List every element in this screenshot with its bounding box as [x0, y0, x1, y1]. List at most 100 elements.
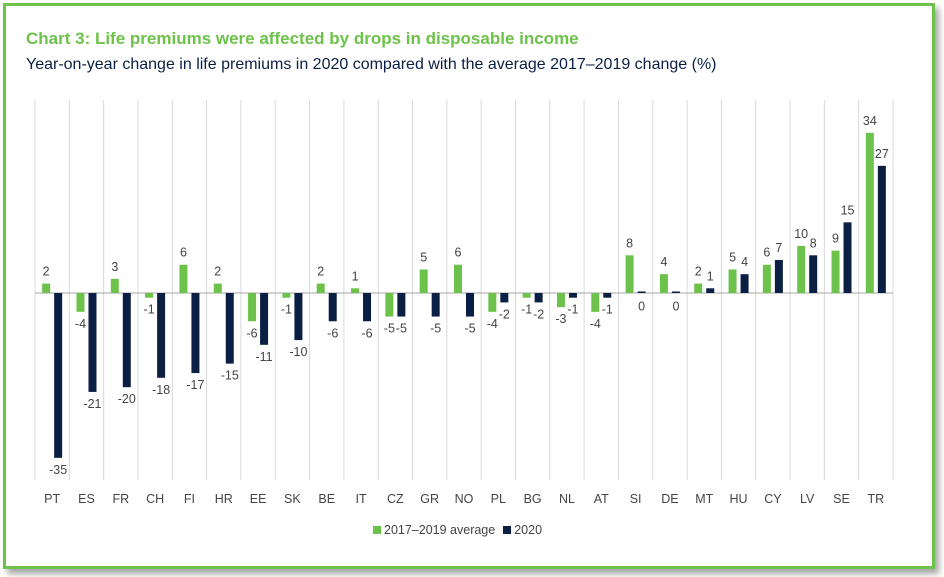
- data-label-avg: -1: [144, 303, 155, 317]
- bar-avg-se: [831, 250, 840, 293]
- legend-swatch-2020: [503, 526, 512, 534]
- data-label-avg: 3: [111, 260, 118, 274]
- bar-2020-ch: [157, 293, 166, 378]
- data-label-avg: 2: [43, 265, 50, 279]
- bar-2020-gr: [431, 293, 440, 317]
- bar-2020-at: [603, 293, 612, 298]
- data-label-avg: 10: [794, 227, 808, 241]
- bar-2020-tr: [877, 165, 886, 293]
- data-label-avg: -1: [281, 303, 292, 317]
- category-label: FR: [112, 492, 129, 506]
- bar-2020-hu: [740, 274, 749, 293]
- category-label: CY: [764, 492, 782, 506]
- bar-2020-pl: [500, 293, 509, 303]
- bar-2020-cz: [397, 293, 406, 317]
- data-label-avg: 2: [317, 265, 324, 279]
- data-label-avg: 6: [455, 246, 462, 260]
- bar-avg-ee: [248, 293, 257, 322]
- bar-avg-hr: [213, 283, 222, 293]
- data-label-avg: 1: [352, 269, 359, 283]
- category-label: PT: [44, 492, 60, 506]
- bar-2020-si: [637, 291, 646, 293]
- bar-avg-mt: [694, 283, 703, 293]
- chart-title: Chart 3: Life premiums were affected by …: [26, 29, 579, 48]
- bar-avg-sk: [282, 293, 291, 298]
- category-label: SE: [833, 492, 850, 506]
- data-label-avg: 2: [695, 265, 702, 279]
- bar-2020-pt: [54, 293, 63, 458]
- category-label: BG: [524, 492, 542, 506]
- data-label-avg: 2: [214, 265, 221, 279]
- category-label: SI: [630, 492, 642, 506]
- category-label: LV: [800, 492, 815, 506]
- data-label-avg: -3: [555, 312, 566, 326]
- legend: 2017–2019 average 2020: [373, 523, 550, 537]
- bar-2020-cy: [774, 260, 783, 293]
- data-label-2020: 0: [638, 300, 645, 314]
- bar-avg-cz: [385, 293, 394, 317]
- data-label-2020: -6: [361, 326, 372, 340]
- category-label: BE: [318, 492, 335, 506]
- data-label-avg: -6: [247, 326, 258, 340]
- legend-item-2020: 2020: [503, 523, 542, 537]
- bar-avg-lv: [797, 245, 806, 293]
- data-label-2020: -1: [567, 303, 578, 317]
- bar-avg-hu: [728, 269, 737, 293]
- bar-avg-nl: [556, 293, 565, 308]
- category-label: EE: [250, 492, 267, 506]
- bar-2020-bg: [534, 293, 543, 303]
- data-label-2020: -5: [430, 322, 441, 336]
- data-label-avg: 9: [832, 232, 839, 246]
- bar-avg-be: [316, 283, 325, 293]
- category-label: SK: [284, 492, 301, 506]
- bar-2020-se: [843, 222, 852, 293]
- data-label-2020: 7: [775, 241, 782, 255]
- bar-avg-at: [591, 293, 600, 312]
- data-label-avg: -4: [75, 317, 86, 331]
- data-label-2020: 27: [875, 147, 889, 161]
- category-label: NO: [455, 492, 474, 506]
- bar-avg-it: [351, 288, 360, 293]
- data-label-2020: -2: [533, 307, 544, 321]
- bar-2020-mt: [706, 288, 715, 293]
- data-label-avg: 4: [660, 255, 667, 269]
- bar-2020-es: [88, 293, 97, 392]
- data-label-2020: -20: [118, 392, 136, 406]
- bar-2020-no: [466, 293, 474, 317]
- bar-avg-fi: [179, 264, 188, 293]
- data-label-2020: 1: [707, 269, 714, 283]
- data-label-2020: -17: [186, 378, 204, 392]
- data-label-2020: -6: [327, 326, 338, 340]
- category-label: MT: [695, 492, 713, 506]
- bar-avg-bg: [522, 293, 531, 298]
- data-label-2020: 4: [741, 255, 748, 269]
- data-label-avg: -4: [487, 317, 498, 331]
- data-label-avg: -5: [384, 322, 395, 336]
- bar-avg-no: [454, 264, 462, 293]
- data-label-2020: -10: [289, 345, 307, 359]
- data-label-avg: 34: [863, 114, 877, 128]
- data-label-2020: 8: [810, 236, 817, 250]
- data-label-2020: 15: [841, 203, 855, 217]
- category-label: AT: [594, 492, 609, 506]
- bar-avg-tr: [865, 132, 874, 293]
- data-label-2020: -5: [396, 322, 407, 336]
- data-label-avg: -1: [521, 303, 532, 317]
- data-label-avg: 6: [763, 246, 770, 260]
- legend-item-avg: 2017–2019 average: [373, 523, 495, 537]
- legend-label-avg: 2017–2019 average: [384, 523, 496, 537]
- data-label-2020: -11: [256, 350, 273, 364]
- bar-avg-fr: [110, 278, 119, 293]
- bar-2020-fi: [191, 293, 200, 374]
- bar-avg-pt: [42, 283, 51, 293]
- category-label: CH: [146, 492, 164, 506]
- bar-avg-pl: [488, 293, 497, 312]
- bar-avg-es: [76, 293, 85, 312]
- category-label: HR: [215, 492, 233, 506]
- chart-subtitle: Year-on-year change in life premiums in …: [26, 56, 717, 73]
- category-label: GR: [420, 492, 439, 506]
- bar-2020-lv: [809, 255, 818, 293]
- category-label: CZ: [387, 492, 404, 506]
- data-label-2020: -15: [221, 369, 239, 383]
